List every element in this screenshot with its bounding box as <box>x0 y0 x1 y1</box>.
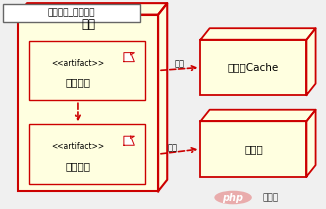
Bar <box>18 15 158 191</box>
Polygon shape <box>131 53 134 55</box>
Text: 数据库: 数据库 <box>244 144 263 154</box>
Text: 中文网: 中文网 <box>262 193 279 202</box>
Polygon shape <box>124 136 134 145</box>
Polygon shape <box>158 3 167 191</box>
Polygon shape <box>200 28 316 40</box>
Polygon shape <box>200 110 316 121</box>
Ellipse shape <box>215 191 252 204</box>
Text: <<artifact>>: <<artifact>> <box>52 143 105 152</box>
Bar <box>200 40 306 95</box>
Bar <box>29 124 145 184</box>
Text: 读取: 读取 <box>168 143 178 152</box>
Text: 分布式Cache: 分布式Cache <box>228 62 279 72</box>
Polygon shape <box>131 136 134 139</box>
Polygon shape <box>18 3 167 15</box>
Text: 应用: 应用 <box>81 18 95 31</box>
Text: php: php <box>223 192 244 203</box>
Polygon shape <box>306 110 316 177</box>
Text: 电商案例_缓存设计: 电商案例_缓存设计 <box>48 9 96 18</box>
Text: 访问: 访问 <box>174 60 184 69</box>
Text: <<artifact>>: <<artifact>> <box>52 59 105 68</box>
Bar <box>3 4 140 22</box>
Polygon shape <box>124 53 134 62</box>
Text: 应用程序: 应用程序 <box>66 78 90 87</box>
Polygon shape <box>306 28 316 95</box>
Bar <box>29 41 145 100</box>
Bar <box>200 121 306 177</box>
Text: 本地缓存: 本地缓存 <box>66 161 90 171</box>
